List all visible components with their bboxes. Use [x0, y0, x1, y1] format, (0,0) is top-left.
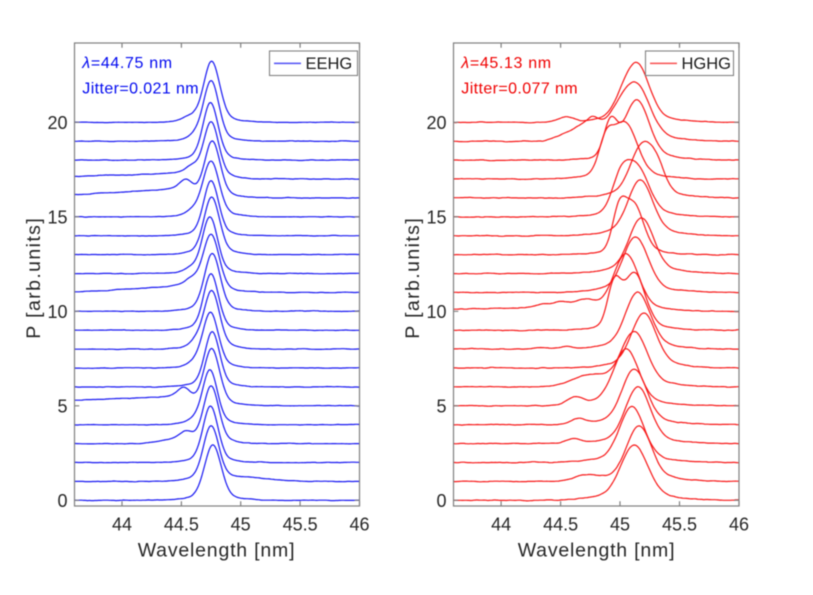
svg-text:20: 20	[426, 113, 446, 133]
svg-text:15: 15	[47, 207, 67, 227]
svg-text:15: 15	[426, 207, 446, 227]
svg-text:Jitter=0.021 nm: Jitter=0.021 nm	[82, 81, 199, 98]
svg-text:Wavelength [nm]: Wavelength [nm]	[138, 540, 296, 562]
svg-text:0: 0	[436, 491, 446, 511]
svg-text:5: 5	[436, 396, 446, 416]
svg-text:44.5: 44.5	[543, 515, 578, 535]
svg-text:Jitter=0.077 nm: Jitter=0.077 nm	[461, 81, 578, 98]
svg-text:0: 0	[57, 491, 67, 511]
svg-text:44: 44	[112, 515, 132, 535]
svg-text:EEHG: EEHG	[306, 55, 353, 73]
svg-text:45: 45	[231, 515, 251, 535]
svg-text:44.5: 44.5	[164, 515, 199, 535]
svg-text:P [arb.units]: P [arb.units]	[402, 217, 424, 339]
svg-text:λ=44.75 nm: λ=44.75 nm	[81, 55, 172, 72]
svg-text:45: 45	[610, 515, 630, 535]
svg-text:HGHG: HGHG	[682, 55, 732, 73]
svg-text:46: 46	[349, 515, 369, 535]
svg-text:45.5: 45.5	[283, 515, 318, 535]
svg-text:44: 44	[491, 515, 511, 535]
svg-text:20: 20	[47, 113, 67, 133]
svg-text:5: 5	[57, 396, 67, 416]
svg-text:P [arb.units]: P [arb.units]	[23, 217, 45, 339]
svg-text:46: 46	[729, 515, 749, 535]
svg-text:10: 10	[47, 302, 67, 322]
svg-text:45.5: 45.5	[662, 515, 697, 535]
svg-text:λ=45.13 nm: λ=45.13 nm	[460, 55, 551, 72]
svg-text:10: 10	[426, 302, 446, 322]
svg-text:Wavelength [nm]: Wavelength [nm]	[518, 540, 676, 562]
